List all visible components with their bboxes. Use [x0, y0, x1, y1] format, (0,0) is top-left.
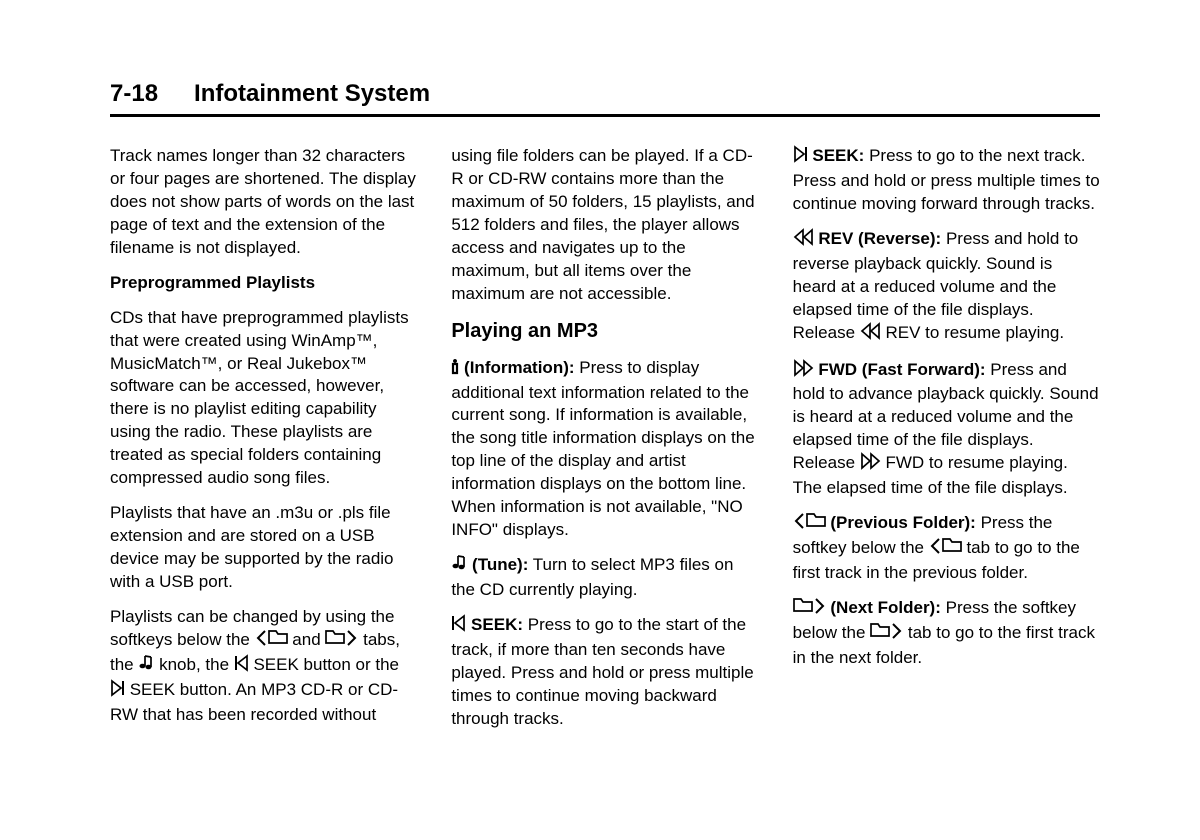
text: SEEK button or the [249, 655, 399, 674]
page-title: Infotainment System [194, 80, 430, 108]
control-label: REV (Reverse): [814, 229, 942, 248]
text: knob, the [154, 655, 233, 674]
control-label: (Previous Folder): [826, 513, 976, 532]
control-label: FWD (Fast Forward): [814, 360, 986, 379]
seek-next-icon [110, 679, 125, 704]
text: and [288, 630, 326, 649]
paragraph: REV (Reverse): Press and hold to reverse… [793, 228, 1100, 347]
seek-prev-icon [234, 654, 249, 679]
subheading-preprogrammed: Preprogrammed Playlists [110, 272, 417, 295]
seek-next-icon [793, 145, 808, 170]
control-label: SEEK: [466, 615, 523, 634]
folder-icon [793, 597, 813, 622]
folder-icon [806, 512, 826, 537]
chevron-right-icon [345, 629, 358, 654]
manual-page: 7-18 Infotainment System Track names lon… [0, 0, 1200, 803]
folder-icon [325, 629, 345, 654]
paragraph: (Previous Folder): Press the softkey bel… [793, 512, 1100, 585]
folder-icon [870, 622, 890, 647]
folder-icon [268, 629, 288, 654]
music-note-icon [138, 654, 154, 679]
folder-icon [942, 537, 962, 562]
music-note-icon [451, 554, 467, 579]
paragraph: (Information): Press to display addition… [451, 357, 758, 543]
text: REV to resume playing. [881, 323, 1064, 342]
prev-folder-icons [793, 513, 826, 532]
page-header: 7-18 Infotainment System [110, 80, 1100, 117]
paragraph: Track names longer than 32 characters or… [110, 145, 417, 260]
paragraph: Playlists can be changed by using the so… [110, 606, 417, 727]
fast-forward-icon [860, 452, 881, 477]
paragraph: using file folders can be played. If a C… [451, 145, 758, 306]
control-label: (Tune): [467, 555, 528, 574]
chevron-left-icon [793, 512, 806, 537]
paragraph: SEEK: Press to go to the next track. Pre… [793, 145, 1100, 216]
chevron-right-icon [890, 622, 903, 647]
chevron-left-icon [255, 629, 268, 654]
control-label: (Next Folder): [826, 598, 941, 617]
paragraph: FWD (Fast Forward): Press and hold to ad… [793, 359, 1100, 501]
text: SEEK button. An MP3 CD-R or CD-RW that h… [110, 680, 398, 724]
column-1: Track names longer than 32 characters or… [110, 145, 417, 743]
content-columns: Track names longer than 32 characters or… [110, 145, 1100, 743]
seek-prev-icon [451, 614, 466, 639]
column-3: SEEK: Press to go to the next track. Pre… [793, 145, 1100, 743]
paragraph: CDs that have preprogrammed playlists th… [110, 307, 417, 491]
paragraph: (Next Folder): Press the softkey below t… [793, 597, 1100, 670]
paragraph: SEEK: Press to go to the start of the tr… [451, 614, 758, 731]
chevron-left-icon [929, 537, 942, 562]
rewind-icon [860, 322, 881, 347]
chevron-right-icon [813, 597, 826, 622]
next-folder-icons [793, 598, 826, 617]
control-label: SEEK: [808, 146, 865, 165]
text: Press to display additional text informa… [451, 358, 754, 540]
paragraph: Playlists that have an .m3u or .pls file… [110, 502, 417, 594]
fast-forward-icon [793, 359, 814, 384]
page-number: 7-18 [110, 80, 158, 108]
heading-playing-mp3: Playing an MP3 [451, 318, 758, 345]
column-2: using file folders can be played. If a C… [451, 145, 758, 743]
paragraph: (Tune): Turn to select MP3 files on the … [451, 554, 758, 602]
rewind-icon [793, 228, 814, 253]
control-label: (Information): [459, 358, 574, 377]
